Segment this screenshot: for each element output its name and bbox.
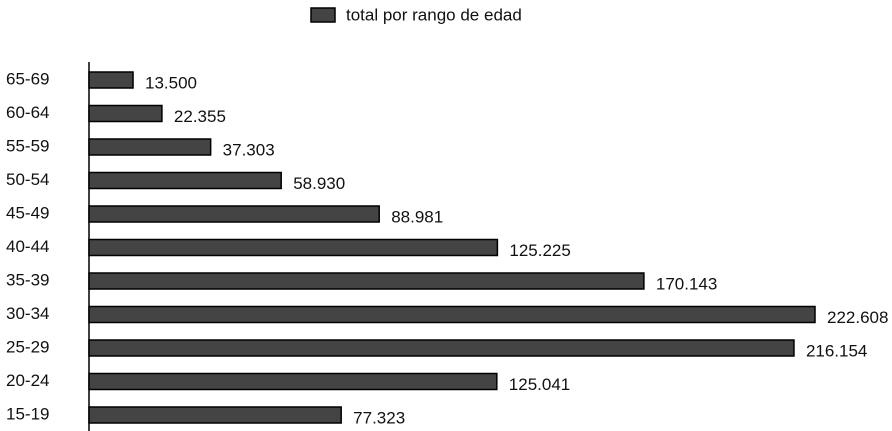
bar [88,305,816,324]
bar [88,238,499,257]
bar [88,71,134,89]
y-tick-label: 30-34 [6,304,49,323]
bar [88,272,645,290]
data-label: 170.143 [656,274,717,293]
data-label: 216.154 [806,341,867,360]
data-label: 13.500 [145,73,197,92]
bar [88,138,212,156]
data-label: 125.225 [509,241,570,260]
y-tick-label: 35-39 [6,270,49,289]
y-tick-label: 55-59 [6,136,49,155]
bar [88,339,795,357]
data-label: 88.981 [391,207,443,226]
data-label: 125.041 [509,375,570,394]
bar [88,205,380,223]
bar [88,372,498,391]
y-tick-label: 60-64 [6,103,49,122]
bar [88,171,282,190]
legend-label: total por rango de edad [346,5,522,24]
bar [88,406,342,424]
data-label: 58.930 [293,174,345,193]
y-tick-label: 50-54 [6,170,49,189]
y-tick-label: 40-44 [6,237,49,256]
legend-swatch [310,7,336,23]
data-label: 222.608 [827,308,888,327]
bar [88,104,163,123]
data-label: 37.303 [223,140,275,159]
y-tick-label: 25-29 [6,337,49,356]
y-tick-label: 20-24 [6,371,49,390]
data-label: 77.323 [353,408,405,427]
data-label: 22.355 [174,107,226,126]
y-tick-label: 65-69 [6,69,49,88]
y-tick-label: 15-19 [6,404,49,423]
y-tick-label: 45-49 [6,203,49,222]
